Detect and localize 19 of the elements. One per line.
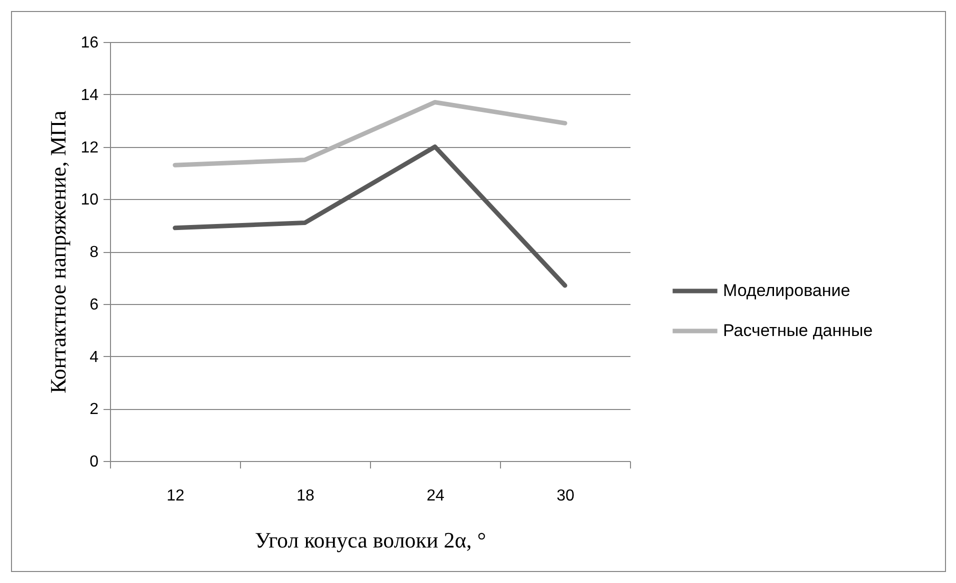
line-series	[172, 100, 568, 168]
y-tick-label: 6	[90, 296, 99, 314]
y-tick-label: 16	[80, 34, 99, 52]
y-tick-label: 2	[90, 401, 99, 418]
y-tick-label: 4	[90, 348, 99, 366]
y-tick-label: 14	[80, 86, 99, 104]
legend-label: Моделирование	[723, 281, 850, 300]
x-tick-label: 18	[296, 488, 314, 504]
x-tick-label: 30	[556, 488, 574, 504]
y-tick-label: 8	[90, 244, 99, 261]
y-tick-label: 12	[80, 139, 99, 156]
line-series	[172, 144, 568, 288]
x-tick-label: 12	[166, 488, 184, 504]
y-tick-label: 10	[80, 192, 99, 209]
legend-label: Расчетные данные	[723, 321, 873, 340]
y-tick-label: 0	[90, 454, 99, 470]
y-axis-title: Контактное напряжение, МПа	[46, 110, 71, 394]
x-axis-title: Угол конуса волоки 2α, °	[254, 528, 486, 552]
x-tick-label: 24	[426, 488, 444, 504]
